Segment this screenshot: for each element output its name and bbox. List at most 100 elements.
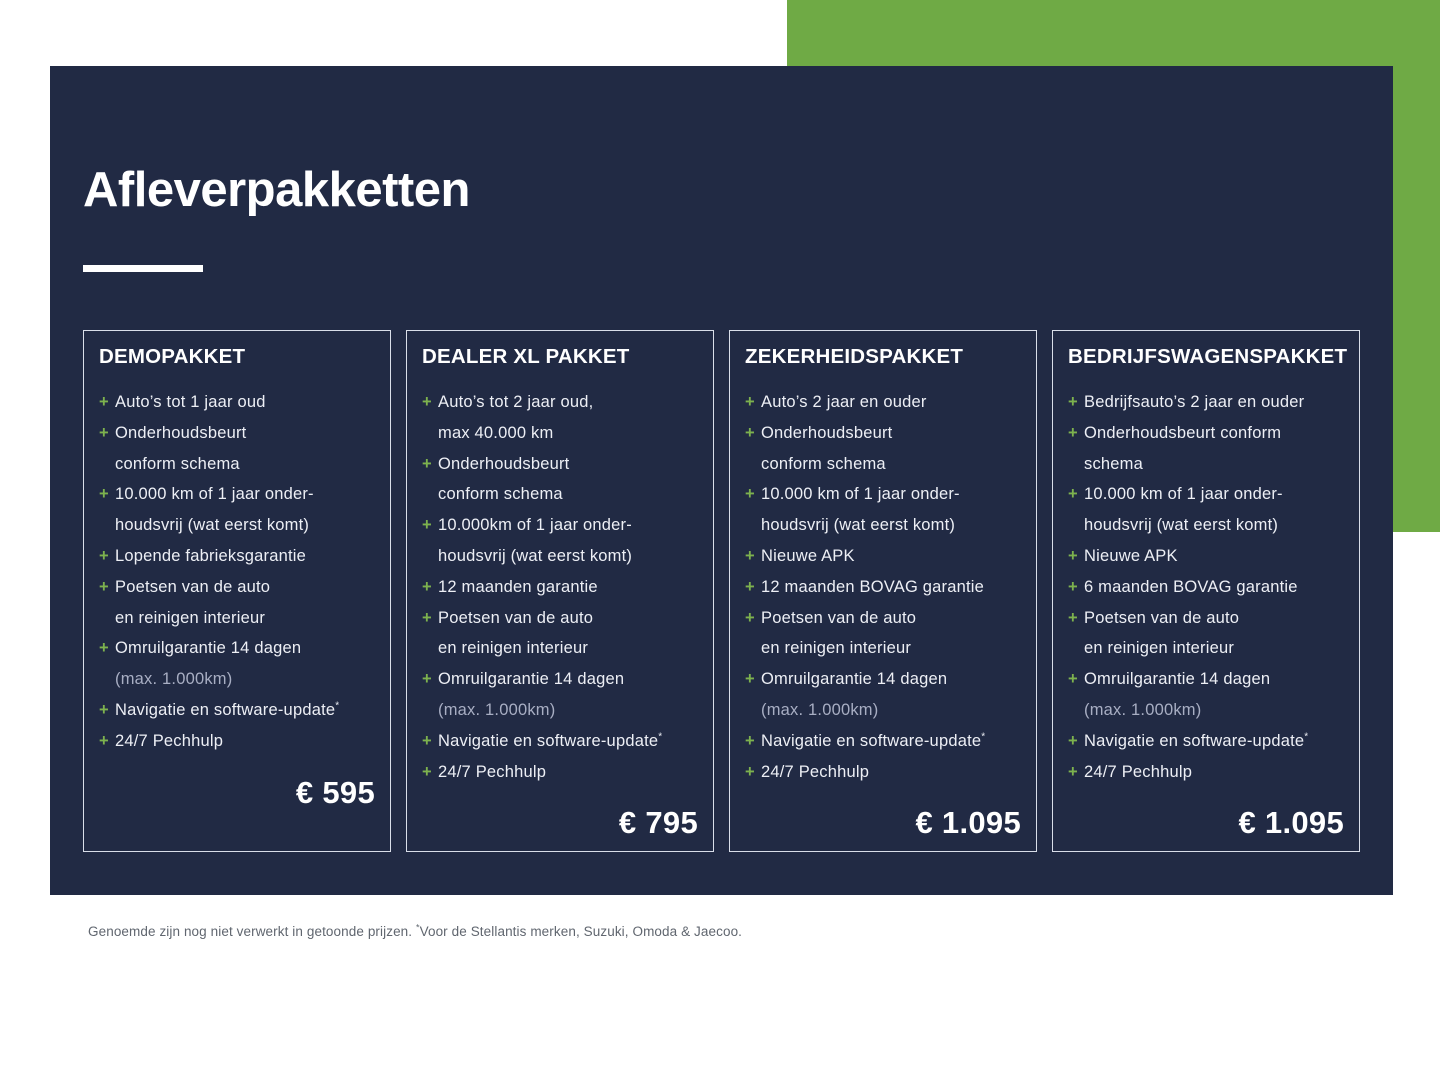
plus-bullet-icon: + — [422, 516, 432, 535]
footnote: Genoemde zijn nog niet verwerkt in getoo… — [88, 923, 742, 939]
feature-continuation-line: conform schema — [99, 449, 375, 480]
feature-item: +6 maanden BOVAG garantie — [1068, 572, 1344, 603]
feature-text: Poetsen van de auto — [1084, 608, 1240, 627]
feature-line: + Omruilgarantie 14 dagen — [745, 664, 1021, 695]
feature-continuation-line: (max. 1.000km) — [745, 695, 1021, 726]
feature-line: + Poetsen van de auto — [99, 572, 375, 603]
feature-line: + Navigatie en software-update* — [422, 726, 698, 757]
feature-continuation-line: houdsvrij (wat eerst komt) — [745, 510, 1021, 541]
feature-item: + Lopende fabrieksgarantie — [99, 541, 375, 572]
feature-text: Navigatie en software-update — [115, 700, 336, 719]
feature-text: en reinigen interieur — [115, 608, 266, 627]
feature-item: + Navigatie en software-update* — [99, 695, 375, 726]
feature-text: en reinigen interieur — [761, 639, 912, 658]
feature-item: +10.000km of 1 jaar onder-houdsvrij (wat… — [422, 510, 698, 572]
feature-text: Navigatie en software-update — [1084, 731, 1305, 750]
feature-continuation-line: (max. 1.000km) — [1068, 695, 1344, 726]
feature-text: Poetsen van de auto — [438, 608, 594, 627]
feature-text: conform schema — [438, 485, 563, 504]
feature-item: + Navigatie en software-update* — [422, 726, 698, 757]
feature-line: + Auto’s tot 1 jaar oud — [99, 387, 375, 418]
package-card: DEALER XL PAKKET + Auto’s tot 2 jaar oud,… — [406, 330, 714, 852]
feature-line: + Onderhoudsbeurt — [99, 418, 375, 449]
package-title: BEDRIJFSWAGENSPAKKET — [1068, 345, 1348, 368]
feature-line: + Nieuwe APK — [745, 541, 1021, 572]
main-panel: Afleverpakketten DEMOPAKKET + Auto’s tot … — [50, 66, 1393, 895]
footnote-text-before: Genoemde zijn nog niet verwerkt in getoo… — [88, 924, 416, 939]
feature-text: 24/7 Pechhulp — [1084, 762, 1193, 781]
plus-bullet-icon: + — [99, 639, 109, 658]
plus-bullet-icon: + — [1068, 608, 1078, 627]
feature-text: (max. 1.000km) — [438, 700, 556, 719]
feature-text: en reinigen interieur — [438, 639, 589, 658]
feature-continuation-line: en reinigen interieur — [1068, 633, 1344, 664]
plus-bullet-icon: + — [745, 423, 755, 442]
feature-continuation-line: (max. 1.000km) — [99, 664, 375, 695]
package-cards-row: DEMOPAKKET + Auto’s tot 1 jaar oud + Onderh… — [83, 330, 1360, 852]
feature-item: + Auto’s 2 jaar en ouder — [745, 387, 1021, 418]
feature-text: 24/7 Pechhulp — [438, 762, 547, 781]
feature-text: max 40.000 km — [438, 423, 554, 442]
plus-bullet-icon: + — [745, 577, 755, 596]
feature-item: + Onderhoudsbeurt conform schema — [99, 418, 375, 480]
feature-text: schema — [1084, 454, 1143, 473]
plus-bullet-icon: + — [422, 577, 432, 596]
feature-text: Lopende fabrieksgarantie — [115, 546, 307, 565]
feature-text: Omruilgarantie 14 dagen — [115, 639, 302, 658]
feature-item: +12 maanden BOVAG garantie — [745, 572, 1021, 603]
plus-bullet-icon: + — [422, 393, 432, 411]
feature-item: + Omruilgarantie 14 dagen (max. 1.000km) — [422, 664, 698, 726]
feature-item: +10.000 km of 1 jaar onder-houdsvrij (wa… — [99, 479, 375, 541]
feature-text: Onderhoudsbeurt — [438, 454, 570, 473]
feature-text: Omruilgarantie 14 dagen — [438, 670, 625, 689]
feature-line: + Auto’s 2 jaar en ouder — [745, 387, 1021, 418]
feature-text: houdsvrij (wat eerst komt) — [115, 516, 310, 535]
plus-bullet-icon: + — [745, 608, 755, 627]
package-price: € 795 — [618, 805, 698, 841]
feature-item: + Poetsen van de auto en reinigen interieu… — [1068, 603, 1344, 665]
feature-line: + Auto’s tot 2 jaar oud, — [422, 387, 698, 418]
feature-text: 24/7 Pechhulp — [761, 762, 870, 781]
feature-item: + Poetsen van de auto en reinigen interieu… — [745, 603, 1021, 665]
plus-bullet-icon: + — [99, 577, 109, 596]
feature-list: + Auto’s tot 2 jaar oud, max 40.000 km + Ond… — [422, 387, 698, 787]
feature-text: Navigatie en software-update — [761, 731, 982, 750]
feature-text: (max. 1.000km) — [1084, 700, 1202, 719]
feature-text: 10.000km of 1 jaar onder- — [438, 516, 632, 535]
plus-bullet-icon: + — [745, 393, 755, 411]
feature-line: +10.000km of 1 jaar onder- — [422, 510, 698, 541]
feature-text: (max. 1.000km) — [761, 700, 879, 719]
feature-text: en reinigen interieur — [1084, 639, 1235, 658]
feature-item: +10.000 km of 1 jaar onder-houdsvrij (wa… — [745, 479, 1021, 541]
package-card: DEMOPAKKET + Auto’s tot 1 jaar oud + Onderh… — [83, 330, 391, 852]
plus-bullet-icon: + — [422, 454, 432, 473]
plus-bullet-icon: + — [99, 731, 109, 750]
feature-continuation-line: conform schema — [745, 449, 1021, 480]
feature-item: + Onderhoudsbeurt conform schema — [745, 418, 1021, 480]
plus-bullet-icon: + — [745, 485, 755, 504]
plus-bullet-icon: + — [422, 608, 432, 627]
feature-line: + Omruilgarantie 14 dagen — [422, 664, 698, 695]
title-underline — [83, 265, 203, 272]
feature-line: +24/7 Pechhulp — [422, 757, 698, 788]
feature-line: +24/7 Pechhulp — [1068, 757, 1344, 788]
plus-bullet-icon: + — [422, 762, 432, 781]
feature-line: + Navigatie en software-update* — [745, 726, 1021, 757]
feature-item: +24/7 Pechhulp — [745, 757, 1021, 788]
feature-text: 10.000 km of 1 jaar onder- — [761, 485, 960, 504]
feature-line: + Poetsen van de auto — [422, 603, 698, 634]
feature-item: + Navigatie en software-update* — [1068, 726, 1344, 757]
feature-line: +6 maanden BOVAG garantie — [1068, 572, 1344, 603]
feature-text: Omruilgarantie 14 dagen — [761, 670, 948, 689]
feature-item: + Onderhoudsbeurt conform schema — [1068, 418, 1344, 480]
package-card: ZEKERHEIDSPAKKET + Auto’s 2 jaar en ouder… — [729, 330, 1037, 852]
feature-line: +10.000 km of 1 jaar onder- — [99, 479, 375, 510]
feature-continuation-line: houdsvrij (wat eerst komt) — [422, 541, 698, 572]
feature-item: +24/7 Pechhulp — [422, 757, 698, 788]
plus-bullet-icon: + — [1068, 393, 1078, 411]
feature-item: +10.000 km of 1 jaar onder-houdsvrij (wa… — [1068, 479, 1344, 541]
feature-line: + Onderhoudsbeurt conform — [1068, 418, 1344, 449]
feature-line: + Navigatie en software-update* — [99, 695, 375, 726]
feature-list: + Bedrijfsauto’s 2 jaar en ouder + Onderhou… — [1068, 387, 1344, 787]
